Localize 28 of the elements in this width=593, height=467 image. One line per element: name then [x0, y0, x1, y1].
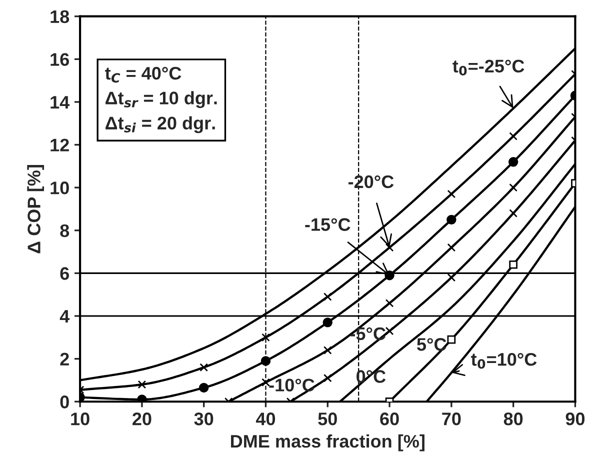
- text: t$_{C}$ = 40°C Δt$_{sr}$ = 10 dgr. Δt$_{si}$ = 20 dgr.: [105, 66, 217, 134]
- x-tick-label: 90: [566, 412, 585, 426]
- y-tick-label: 2: [60, 352, 69, 366]
- x-tick-label: 80: [504, 412, 523, 426]
- annotation: 5°C: [417, 338, 446, 351]
- y-axis-title: Δ COP [%]: [27, 165, 44, 254]
- y-tick-label: 16: [50, 53, 69, 66]
- x-tick-label: 10: [71, 412, 90, 426]
- y-tick-label: 8: [60, 224, 70, 238]
- x-tick-label: 70: [442, 412, 461, 426]
- annotation: -15°C: [305, 218, 350, 231]
- x-tick-label: 20: [132, 412, 152, 426]
- annotation: -10°C: [269, 378, 314, 392]
- y-tick-label: 6: [60, 267, 69, 280]
- x-tick-label: 30: [194, 412, 214, 426]
- annotation: t$_{0}$=-25°C: [452, 60, 524, 76]
- x-tick-label: 50: [318, 412, 337, 426]
- x-tick-label: 40: [256, 412, 276, 426]
- x-tick-label: 60: [380, 412, 399, 426]
- x-axis-title: DME mass fraction [%]: [231, 434, 424, 452]
- y-tick-label: 4: [60, 310, 70, 323]
- y-tick-label: 10: [50, 182, 69, 194]
- y-tick-label: 14: [50, 96, 70, 109]
- annotation: -20°C: [348, 175, 394, 188]
- y-tick-label: 18: [50, 10, 70, 24]
- annotation: t$_{0}$=10°C: [471, 352, 537, 369]
- y-tick-label: 0: [60, 396, 69, 408]
- y-tick-label: 12: [50, 138, 69, 152]
